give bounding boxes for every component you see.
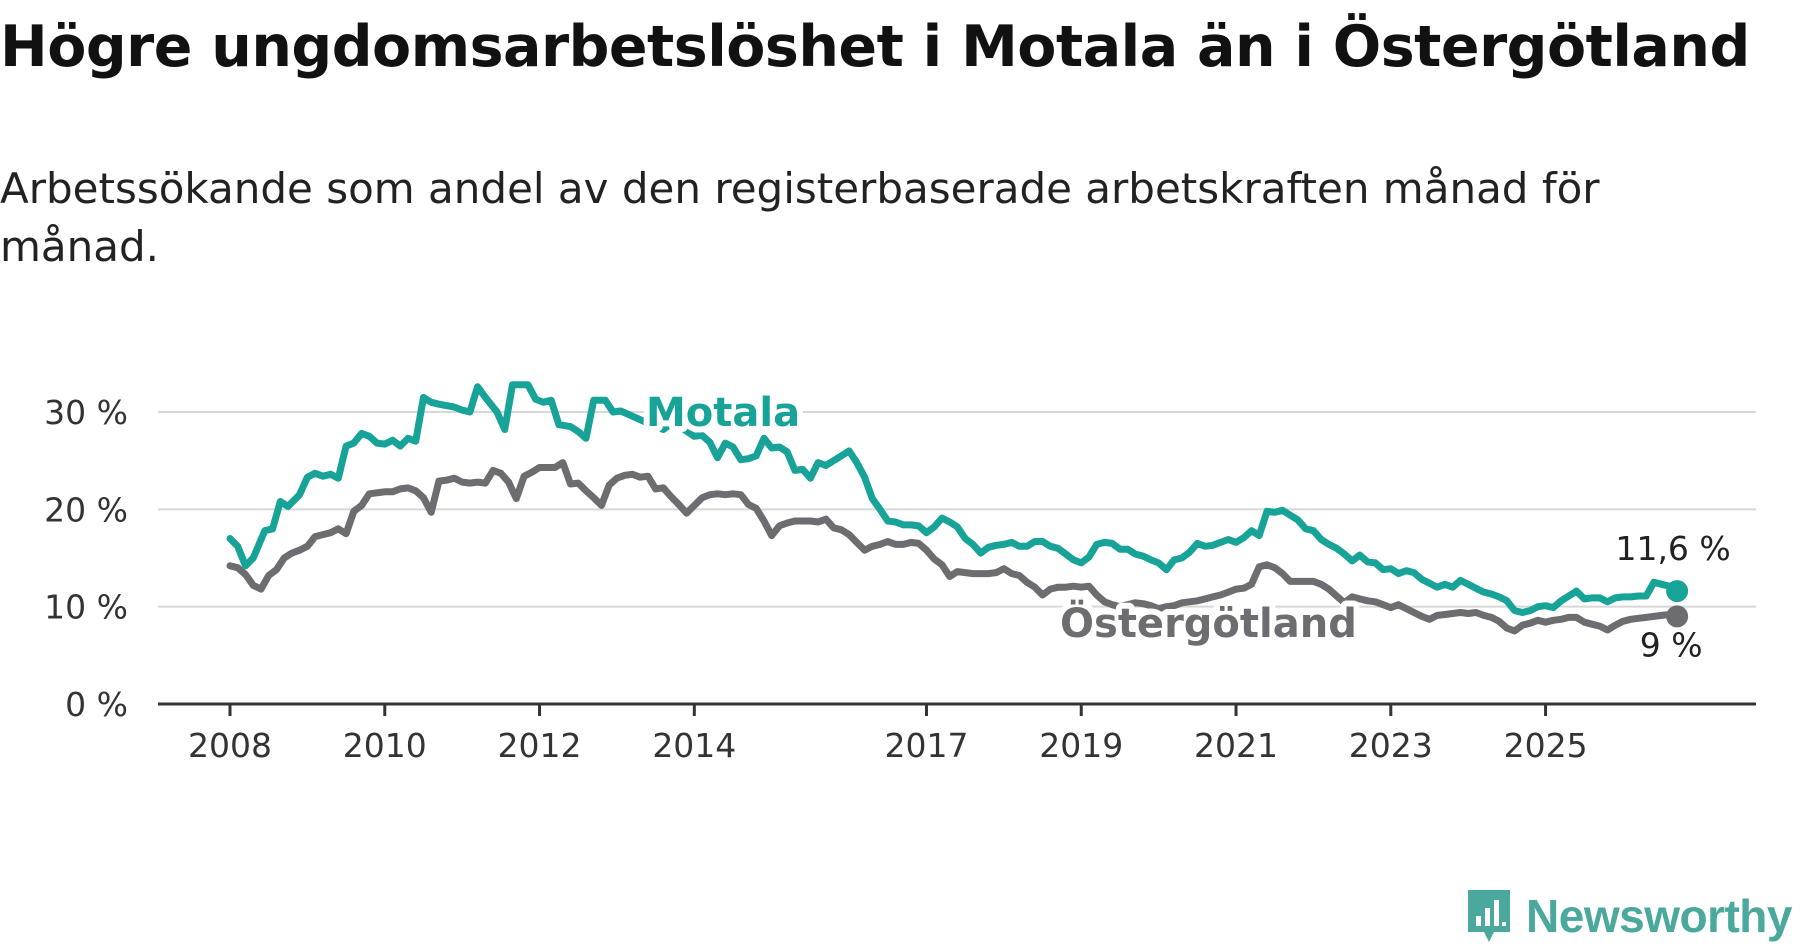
endpoint-marker-motala [1666,580,1689,603]
y-tick-label: 30 % [44,393,128,432]
end-label-motala: 11,6 % [1615,529,1730,568]
y-tick-label: 0 % [65,685,128,724]
end-label-ostergotland: 9 % [1640,625,1703,664]
y-axis: 0 % 10 % 20 % 30 % [44,393,128,724]
x-tick-label: 2021 [1194,726,1278,765]
brand-name: Newsworthy [1526,890,1792,942]
x-tick-label: 2014 [652,726,736,765]
newsworthy-logo-icon [1468,890,1511,942]
x-tick-label: 2023 [1349,726,1433,765]
x-tick-label: 2019 [1039,726,1123,765]
series-label-ostergotland: Östergötland [1060,599,1357,647]
x-tick-label: 2008 [188,726,272,765]
y-tick-label: 20 % [44,490,128,529]
x-tick-label: 2010 [343,726,427,765]
y-tick-label: 10 % [44,588,128,627]
series-line-motala [226,381,1681,616]
endpoint-marker-ostergotland [1666,605,1689,628]
series-labels: Motala Östergötland 11,6 % 9 % [640,384,1731,664]
series-line-ostergotland [226,459,1681,635]
series-label-motala: Motala [646,390,800,436]
x-axis: 2008 2010 2012 2014 2017 2019 2021 2023 2025 [158,702,1756,765]
chart-title: Högre ungdomsarbetslöshet i Motala än i … [0,14,1750,80]
x-tick-label: 2017 [884,726,968,765]
brand-logo: Newsworthy [1464,886,1792,946]
series-lines [226,381,1681,635]
x-tick-label: 2025 [1504,726,1588,765]
x-tick-label: 2012 [498,726,582,765]
chart-subtitle: Arbetssökande som andel av den registerb… [0,164,1600,271]
